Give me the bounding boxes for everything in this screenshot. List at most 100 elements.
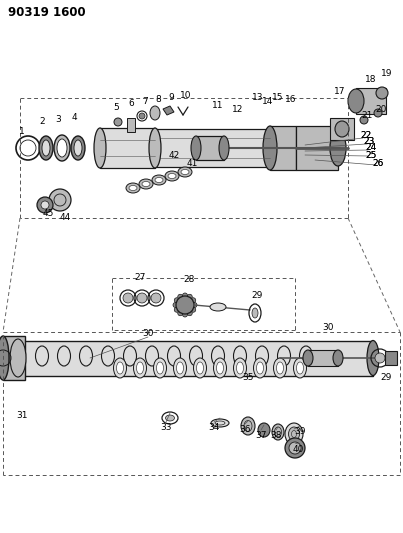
Ellipse shape <box>149 128 161 168</box>
Circle shape <box>289 442 301 454</box>
Text: 7: 7 <box>142 96 148 106</box>
Ellipse shape <box>165 171 179 181</box>
Text: 35: 35 <box>242 374 254 383</box>
Text: 17: 17 <box>334 87 346 96</box>
Text: 22: 22 <box>360 131 372 140</box>
Ellipse shape <box>293 358 307 378</box>
Circle shape <box>137 293 147 303</box>
Circle shape <box>187 311 192 316</box>
Ellipse shape <box>12 341 24 376</box>
Ellipse shape <box>116 362 123 374</box>
Text: 26: 26 <box>372 158 384 167</box>
Circle shape <box>178 294 183 299</box>
Bar <box>356 88 386 114</box>
Ellipse shape <box>133 358 147 378</box>
Ellipse shape <box>150 106 160 120</box>
Text: 40: 40 <box>292 446 304 455</box>
Text: 4: 4 <box>71 112 77 122</box>
Ellipse shape <box>54 135 70 161</box>
Text: 39: 39 <box>294 427 306 437</box>
Bar <box>18 341 373 376</box>
Ellipse shape <box>219 136 229 160</box>
Bar <box>270 126 296 170</box>
Ellipse shape <box>276 362 283 374</box>
Text: 31: 31 <box>16 410 28 419</box>
Text: 34: 34 <box>208 424 220 432</box>
Text: 90319 1600: 90319 1600 <box>8 5 85 19</box>
Ellipse shape <box>139 179 153 189</box>
Text: 25: 25 <box>365 150 377 159</box>
Circle shape <box>178 311 183 316</box>
Ellipse shape <box>126 183 140 193</box>
Text: 30: 30 <box>322 324 334 333</box>
Text: 28: 28 <box>183 274 195 284</box>
Bar <box>296 126 338 170</box>
Circle shape <box>114 118 122 126</box>
Ellipse shape <box>137 362 143 374</box>
Circle shape <box>183 293 187 298</box>
Ellipse shape <box>191 136 201 160</box>
Text: 11: 11 <box>212 101 224 109</box>
Text: 9: 9 <box>168 93 174 101</box>
Ellipse shape <box>114 358 127 378</box>
Ellipse shape <box>193 358 206 378</box>
Ellipse shape <box>333 350 343 366</box>
Circle shape <box>49 189 71 211</box>
Ellipse shape <box>263 126 277 170</box>
Circle shape <box>187 294 192 299</box>
Ellipse shape <box>272 424 284 440</box>
Text: 23: 23 <box>364 136 375 146</box>
Text: 24: 24 <box>366 143 377 152</box>
Text: 2: 2 <box>39 117 45 126</box>
Circle shape <box>37 197 53 213</box>
Ellipse shape <box>252 308 258 318</box>
Circle shape <box>41 201 49 209</box>
Circle shape <box>139 113 145 119</box>
Ellipse shape <box>197 362 204 374</box>
Text: 18: 18 <box>365 75 377 84</box>
Ellipse shape <box>155 177 163 182</box>
Ellipse shape <box>181 169 189 174</box>
Ellipse shape <box>154 358 166 378</box>
Text: 15: 15 <box>272 93 284 101</box>
Ellipse shape <box>177 362 183 374</box>
Text: 37: 37 <box>255 432 267 440</box>
Bar <box>330 118 354 140</box>
Text: 24: 24 <box>366 143 377 152</box>
Ellipse shape <box>330 130 346 166</box>
Circle shape <box>191 307 196 312</box>
Polygon shape <box>163 106 174 115</box>
Ellipse shape <box>258 423 270 437</box>
Text: 10: 10 <box>180 91 192 100</box>
Ellipse shape <box>256 362 264 374</box>
Text: 25: 25 <box>365 150 377 159</box>
Ellipse shape <box>285 423 303 445</box>
Ellipse shape <box>237 362 243 374</box>
Ellipse shape <box>241 417 255 435</box>
Circle shape <box>183 312 187 317</box>
Ellipse shape <box>233 358 247 378</box>
Circle shape <box>151 293 161 303</box>
Text: 8: 8 <box>155 94 161 103</box>
Text: 26: 26 <box>372 158 384 167</box>
Ellipse shape <box>274 358 287 378</box>
Ellipse shape <box>168 174 176 179</box>
Text: 27: 27 <box>134 273 146 282</box>
Bar <box>127 118 135 132</box>
Circle shape <box>174 298 179 303</box>
Ellipse shape <box>142 182 150 187</box>
Ellipse shape <box>289 427 299 441</box>
Ellipse shape <box>178 167 192 177</box>
Bar <box>100 128 155 168</box>
Text: 21: 21 <box>361 111 373 120</box>
Ellipse shape <box>174 358 187 378</box>
Text: 5: 5 <box>113 102 119 111</box>
Ellipse shape <box>367 341 379 376</box>
Ellipse shape <box>71 136 85 160</box>
Text: 41: 41 <box>186 158 198 167</box>
Ellipse shape <box>253 358 266 378</box>
Ellipse shape <box>297 362 303 374</box>
Ellipse shape <box>0 336 9 380</box>
Ellipse shape <box>94 128 106 168</box>
Ellipse shape <box>156 362 164 374</box>
